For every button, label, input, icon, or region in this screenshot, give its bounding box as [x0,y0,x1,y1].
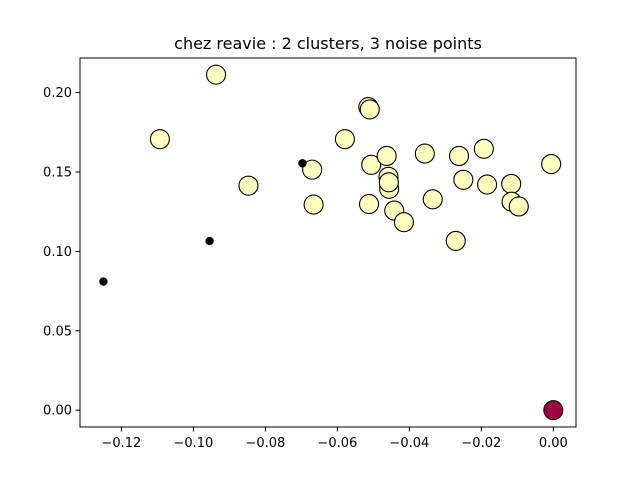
noise-point-0 [99,277,108,286]
cluster-0-point-7 [303,194,324,215]
cluster-0-point-13 [358,194,380,215]
noise-point-1 [205,236,214,246]
cluster-0-point-0 [206,64,227,85]
x-axis-ticks: −0.12 −0.10 −0.08 −0.06 −0.04 −0.02 0.00 [101,427,568,451]
cluster-0-point-25 [508,196,529,217]
chart-title: chez reavie : 2 clusters, 3 noise points [174,34,482,53]
x-tick-label-2: −0.08 [245,436,285,451]
cluster-0-point-5 [302,159,323,180]
y-tick-label-2: 0.10 [43,245,72,260]
cluster-0-point-16 [414,143,435,164]
y-tick-label-4: 0.20 [43,86,72,101]
cluster-1-point-0 [543,400,564,421]
cluster-0-point-23 [501,173,522,194]
plot-frame [79,57,577,428]
x-tick-label-5: −0.02 [461,436,501,451]
cluster-0-point-18 [448,145,470,167]
cluster-0-point-3 [359,99,380,120]
y-tick-label-3: 0.15 [43,166,72,181]
x-tick-label-1: −0.10 [173,436,213,451]
x-tick-label-3: −0.06 [317,436,357,451]
cluster-0-point-4 [334,129,355,150]
cluster-0-point-9 [376,145,397,167]
cluster-0-point-20 [453,169,474,190]
cluster-0-point-8 [361,154,382,175]
cluster-0-point-12 [378,172,399,193]
cluster-0-point-17 [422,189,443,210]
y-tick-label-1: 0.05 [43,324,72,339]
x-tick-label-4: −0.04 [389,436,429,451]
cluster-0-point-1 [149,129,170,150]
x-tick-label-6: 0.00 [539,436,568,451]
cluster-0-point-21 [473,138,494,159]
cluster-0-point-6 [238,175,259,196]
y-axis-ticks: 0.00 0.05 0.10 0.15 0.20 [43,86,80,419]
cluster-0-point-26 [541,154,562,175]
cluster-0-point-19 [445,230,466,251]
cluster-0-point-15 [393,212,415,233]
cluster-0-point-22 [477,174,498,195]
y-tick-label-0: 0.00 [43,404,72,419]
x-tick-label-0: −0.12 [101,436,141,451]
noise-point-2 [298,159,307,168]
points-layer [99,64,564,421]
